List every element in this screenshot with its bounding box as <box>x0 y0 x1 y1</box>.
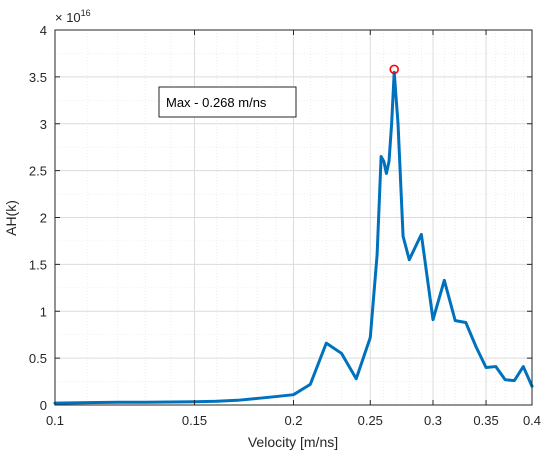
x-axis-label: Velocity [m/ns] <box>248 434 338 450</box>
y-tick-label: 0 <box>40 398 47 413</box>
x-tick-label: 0.1 <box>46 413 64 428</box>
max-marker <box>389 64 400 75</box>
annotation-text: Max - 0.268 m/ns <box>166 95 267 110</box>
y-tick-label: 3 <box>40 117 47 132</box>
y-tick-label: 2 <box>40 211 47 226</box>
label-layer: 0.1 0.15 0.2 0.25 0.3 0.35 0.4 0 0.5 1 1.5 2 2.5 3 3.5… <box>29 23 541 428</box>
x-tick-label: 0.2 <box>284 413 302 428</box>
series-layer <box>53 70 534 405</box>
x-tick-label: 0.35 <box>473 413 498 428</box>
y-axis-label: AH(k) <box>3 200 19 236</box>
y-tick-label: 1.5 <box>29 257 47 272</box>
y-tick-label: 1 <box>40 304 47 319</box>
y-tick-label: 3.5 <box>29 70 47 85</box>
tick-layer <box>54 29 533 406</box>
x-tick-label: 0.4 <box>523 413 541 428</box>
x-tick-label: 0.3 <box>424 413 442 428</box>
annotation-box-frame <box>158 86 297 118</box>
y-tick-label: 2.5 <box>29 164 47 179</box>
y-tick-label: 0.5 <box>29 351 47 366</box>
x-tick-label: 0.15 <box>182 413 207 428</box>
y-tick-label: 4 <box>40 23 47 38</box>
y-multiplier-base: × 10 <box>55 10 81 25</box>
annotation-box: Max - 0.268 m/ns <box>158 86 297 118</box>
marker-layer <box>389 64 400 75</box>
series-line <box>53 70 534 405</box>
y-multiplier-exponent: 16 <box>81 8 91 18</box>
y-axis-multiplier: × 1016 <box>55 8 91 25</box>
x-tick-label: 0.25 <box>358 413 383 428</box>
